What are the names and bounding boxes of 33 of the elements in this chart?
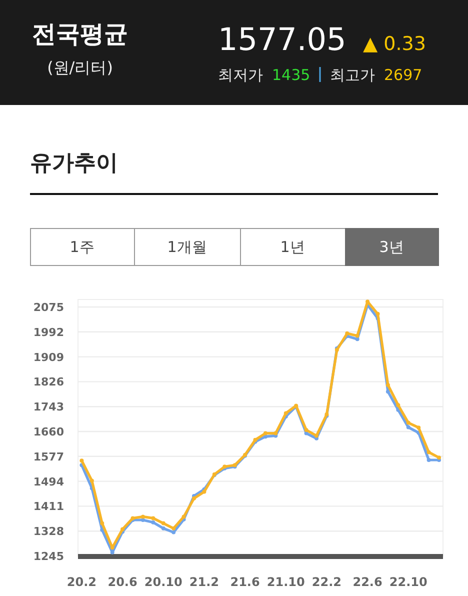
x-tick-label: 20.2: [66, 575, 97, 589]
text: 1주: [70, 238, 94, 256]
y-tick-label: 1743: [33, 400, 64, 414]
x-tick-label: 20.10: [144, 575, 182, 589]
x-tick-label: 20.6: [108, 575, 138, 589]
text: 전국평균: [32, 20, 128, 48]
x-tick-label: 22.6: [352, 575, 382, 589]
text: 최저가: [218, 66, 263, 84]
x-tick-label: 22.2: [312, 575, 342, 589]
text: ▲ 0.33: [363, 33, 426, 55]
y-tick-label: 1826: [33, 376, 64, 389]
y-tick-label: 1328: [33, 525, 64, 538]
y-tick-label: 2075: [33, 301, 64, 314]
text: 1년: [280, 238, 305, 256]
text: 1435: [272, 66, 310, 84]
y-tick-label: 1245: [33, 550, 64, 563]
y-tick-label: 1909: [33, 350, 64, 364]
y-tick-label: 1411: [33, 500, 64, 514]
x-tick-label: 22.10: [389, 575, 428, 589]
x-tick-label: 21.10: [266, 575, 305, 589]
text: 1개월: [167, 238, 207, 256]
text: 2697: [384, 66, 422, 84]
y-tick-label: 1660: [33, 426, 64, 438]
y-tick-label: 1577: [33, 450, 64, 464]
text: 3년: [379, 238, 404, 256]
x-tick-label: 21.6: [230, 575, 260, 589]
y-tick-label: 1992: [33, 326, 64, 339]
text: 1577.05: [218, 22, 346, 58]
text: 최고가: [330, 66, 375, 84]
x-tick-label: 21.2: [189, 575, 220, 589]
y-tick-label: 1494: [33, 475, 64, 488]
chart-title: 유가추이: [30, 151, 118, 176]
text: (원/리터): [47, 58, 113, 77]
